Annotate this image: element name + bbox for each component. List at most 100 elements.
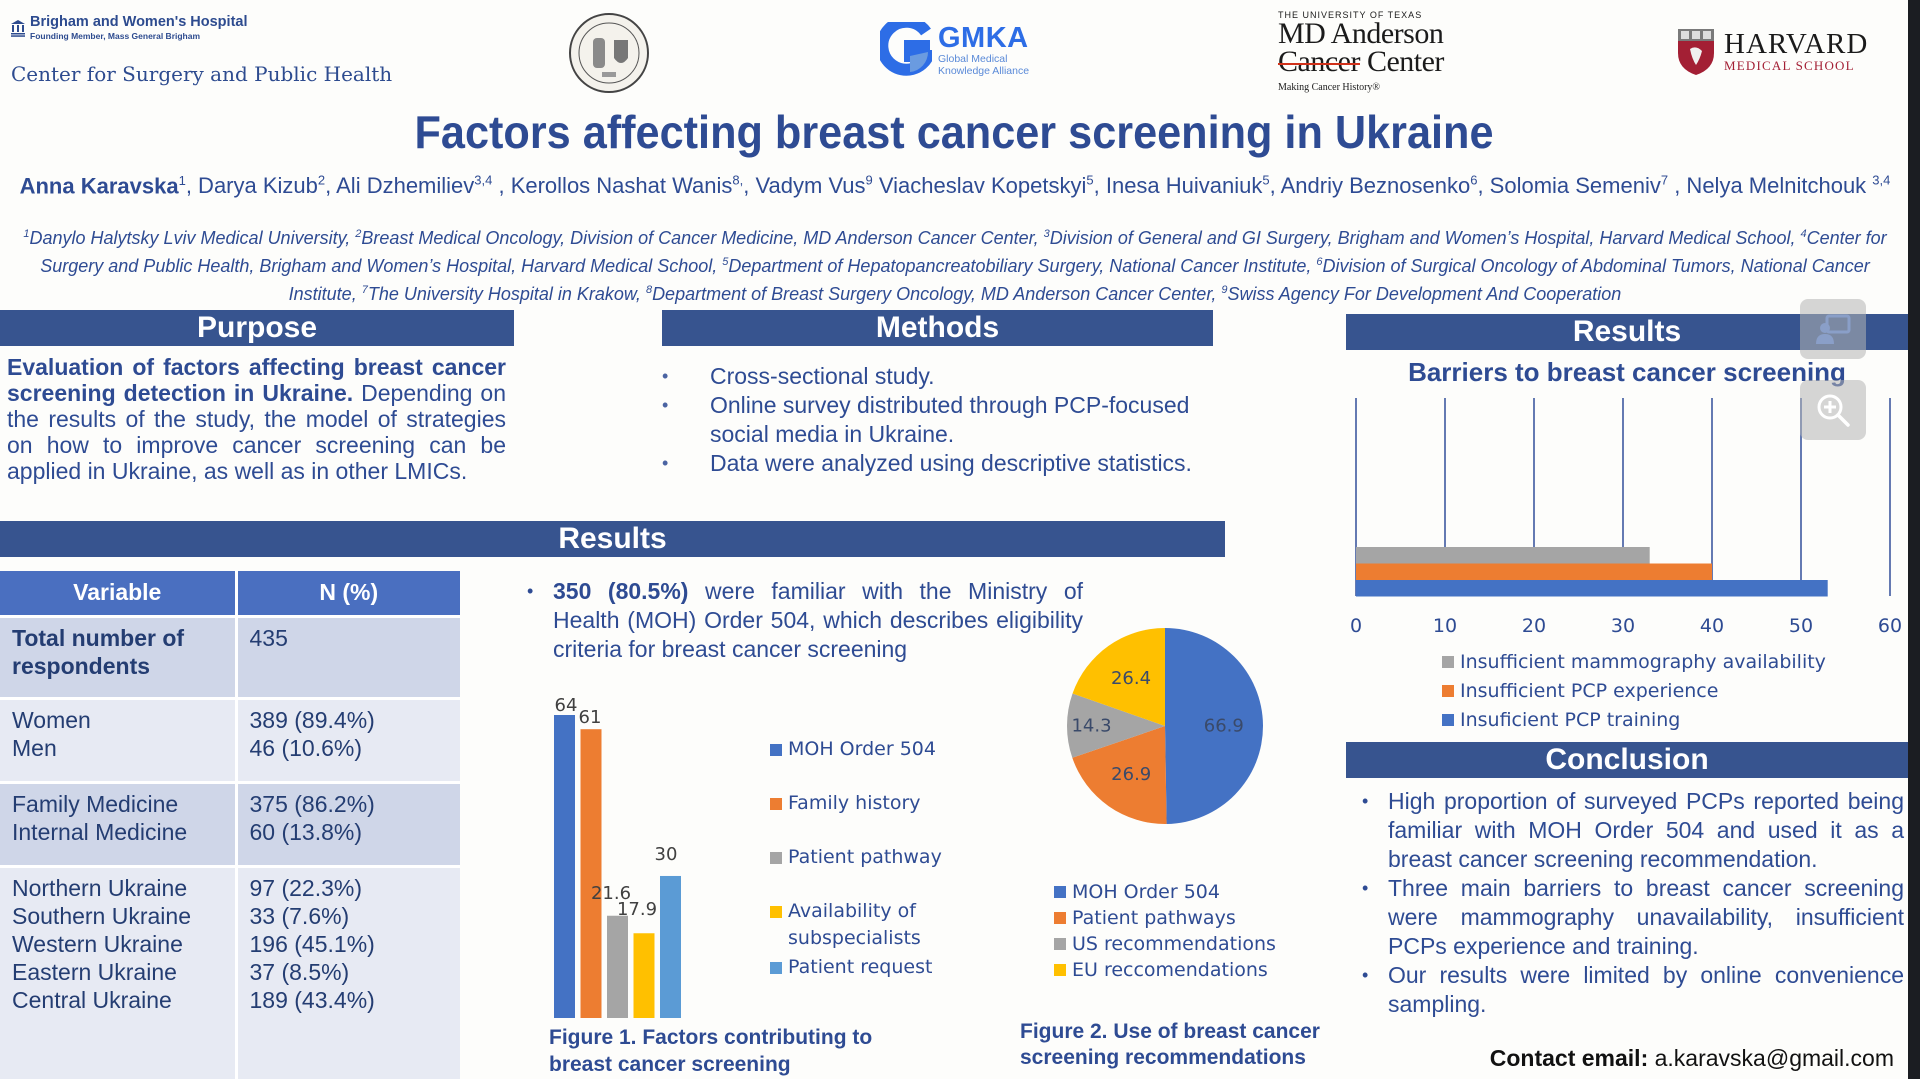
gmka-title: GMKA	[938, 22, 1029, 54]
lead-author: Anna Karavska	[19, 173, 179, 199]
bar-label-2: 61	[579, 707, 602, 728]
bar-label-3: 21.6	[591, 883, 631, 904]
pie-label-1: 66.9	[1204, 716, 1244, 737]
present-button[interactable]	[1800, 299, 1866, 359]
affiliation-text: Center for Surgery and Public Health, Br…	[40, 228, 1887, 276]
hospital-building-icon	[11, 19, 25, 37]
affiliation-sup: 6	[1316, 256, 1323, 268]
author-name: , Darya Kizub	[185, 173, 318, 199]
value-cell: 375 (86.2%) 60 (13.8%)	[236, 780, 460, 866]
poster-title: Factors affecting breast cancer screenin…	[414, 106, 1494, 158]
legend-item: Patient pathways	[1054, 905, 1276, 931]
legend-item: Patient pathway	[770, 844, 942, 871]
x-tick-10: 10	[1433, 615, 1457, 637]
conclusion-item: Our results were limited by online conve…	[1356, 961, 1904, 1019]
table-header-variable: Variable	[0, 571, 238, 616]
bar-2	[580, 729, 602, 1018]
affiliation-sup: 3	[1043, 228, 1050, 240]
legend-label: EU reccomendations	[1072, 959, 1268, 981]
methods-header: Methods	[662, 310, 1213, 346]
finding-bold: 350 (80.5%)	[553, 578, 689, 604]
author-affil-sup: 3,4	[474, 173, 493, 188]
figure2-pie-chart: 66.9 26.9 14.3 26.4	[1067, 628, 1264, 824]
legend-swatch	[1054, 912, 1066, 924]
barriers-bar-chart: 0 10 20 30 40 50 60	[1350, 398, 1902, 637]
conclusion-item: High proportion of surveyed PCPs reporte…	[1356, 787, 1904, 874]
legend-label: Insuficient PCP training	[1460, 709, 1681, 731]
value-text: 196 (45.1%)	[249, 930, 375, 957]
zoom-in-button[interactable]	[1800, 380, 1866, 440]
legend-swatch	[1442, 656, 1454, 668]
legend-item: Availability of subspecialists	[770, 898, 942, 952]
affiliation-sup: 1	[23, 228, 30, 240]
variable-label: Southern Ukraine	[12, 902, 191, 929]
variable-label: Family Medicine	[12, 790, 179, 817]
legend-swatch	[1054, 964, 1066, 976]
bullet-icon: •	[527, 581, 534, 601]
pie-slice-3	[1067, 693, 1165, 758]
variable-label: Men	[12, 734, 57, 761]
affiliation-sup: 2	[355, 228, 362, 240]
pie-label-4: 26.4	[1111, 668, 1151, 689]
contact-label: Contact email:	[1489, 1045, 1649, 1071]
mda-tagline: Making Cancer History®	[1278, 82, 1381, 93]
methods-item: Online survey distributed through PCP-fo…	[662, 391, 1213, 449]
affiliation-text: Department of Hepatopancreatobiliary Sur…	[728, 256, 1317, 276]
legend-label: Availability of subspecialists	[788, 898, 921, 952]
affiliation-text: Division of General and GI Surgery, Brig…	[1049, 228, 1801, 248]
figure1-legend: MOH Order 504 Family history Patient pathw…	[770, 736, 942, 981]
legend-swatch	[770, 852, 782, 864]
legend-label: Insufficient PCP experience	[1460, 680, 1719, 702]
variable-cell: Family Medicine Internal Medicine	[0, 780, 238, 866]
affiliation-text: Division of Surgical Oncology of Abdomin…	[288, 256, 1870, 304]
x-tick-40: 40	[1700, 615, 1724, 637]
contact-address[interactable]: a.karavska@gmail.com	[1648, 1045, 1894, 1071]
legend-swatch	[770, 906, 782, 918]
variable-label: Northern Ukraine	[12, 874, 188, 901]
value-cell: 389 (89.4%) 46 (10.6%)	[236, 696, 460, 782]
legend-label: Family history	[788, 790, 921, 817]
author-affil-sup: 3,4	[1872, 173, 1891, 188]
legend-label: Patient pathway	[788, 844, 942, 871]
legend-swatch	[1442, 685, 1454, 697]
variable-cell: Total number of respondents	[0, 614, 238, 698]
conclusion-header: Conclusion	[1346, 742, 1908, 778]
affiliation-text: Breast Medical Oncology, Division of Can…	[361, 228, 1044, 248]
purpose-header: Purpose	[0, 310, 514, 346]
co-authors: , Darya Kizub2, Ali Dzhemiliev3,4 , Kero…	[186, 173, 1891, 198]
author-name: , Ali Dzhemiliev	[325, 173, 475, 199]
author-name: , Vadym Vus	[743, 173, 866, 199]
author-affil-sup: 9	[865, 173, 873, 188]
hms-title: HARVARD	[1724, 28, 1869, 60]
affiliation-sup: 7	[361, 284, 368, 296]
window-edge	[1908, 0, 1920, 1079]
legend-item: Family history	[770, 790, 942, 817]
legend-label: MOH Order 504	[788, 736, 936, 763]
table-row: Women Men 389 (89.4%) 46 (10.6%)	[0, 696, 460, 782]
value-text: 97 (22.3%)	[249, 874, 363, 901]
value-text: 33 (7.6%)	[249, 902, 350, 929]
variable-label: Internal Medicine	[12, 818, 188, 845]
mda-center-word: Center	[1366, 45, 1444, 78]
legend-swatch	[1442, 714, 1454, 726]
conclusion-item: Three main barriers to breast cancer scr…	[1356, 874, 1904, 961]
author-name: , Kerollos Nashat Wanis	[492, 173, 733, 199]
barrier-bar-2	[1356, 563, 1712, 580]
author-name: , Solomia Semeniv	[1477, 173, 1661, 199]
variable-label: Total number of respondents	[12, 624, 185, 679]
author-affil-sup: 8,	[732, 173, 744, 188]
legend-item: US recommendations	[1054, 931, 1276, 957]
legend-label: Patient pathways	[1072, 907, 1236, 929]
affiliation-sup: 5	[722, 256, 729, 268]
legend-item: Insuficient PCP training	[1442, 706, 1826, 735]
variable-label: Central Ukraine	[12, 986, 172, 1013]
legend-item: MOH Order 504	[1054, 879, 1276, 905]
caption-line: screening recommendations	[1020, 1046, 1306, 1069]
author-affil-sup: 2	[317, 173, 326, 188]
value-text: 375 (86.2%)	[249, 790, 375, 817]
barriers-chart-title: Barriers to breast cancer screening	[1408, 357, 1846, 387]
presenter-icon	[1816, 314, 1851, 344]
value-text: 60 (13.8%)	[249, 818, 363, 845]
pie-label-3: 14.3	[1071, 716, 1111, 737]
gmka-sub-1: Global Medical	[938, 53, 1008, 65]
